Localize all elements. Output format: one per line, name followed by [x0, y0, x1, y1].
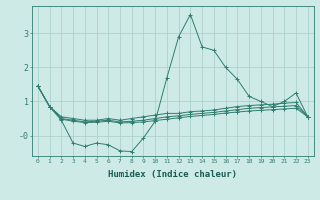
- X-axis label: Humidex (Indice chaleur): Humidex (Indice chaleur): [108, 170, 237, 179]
